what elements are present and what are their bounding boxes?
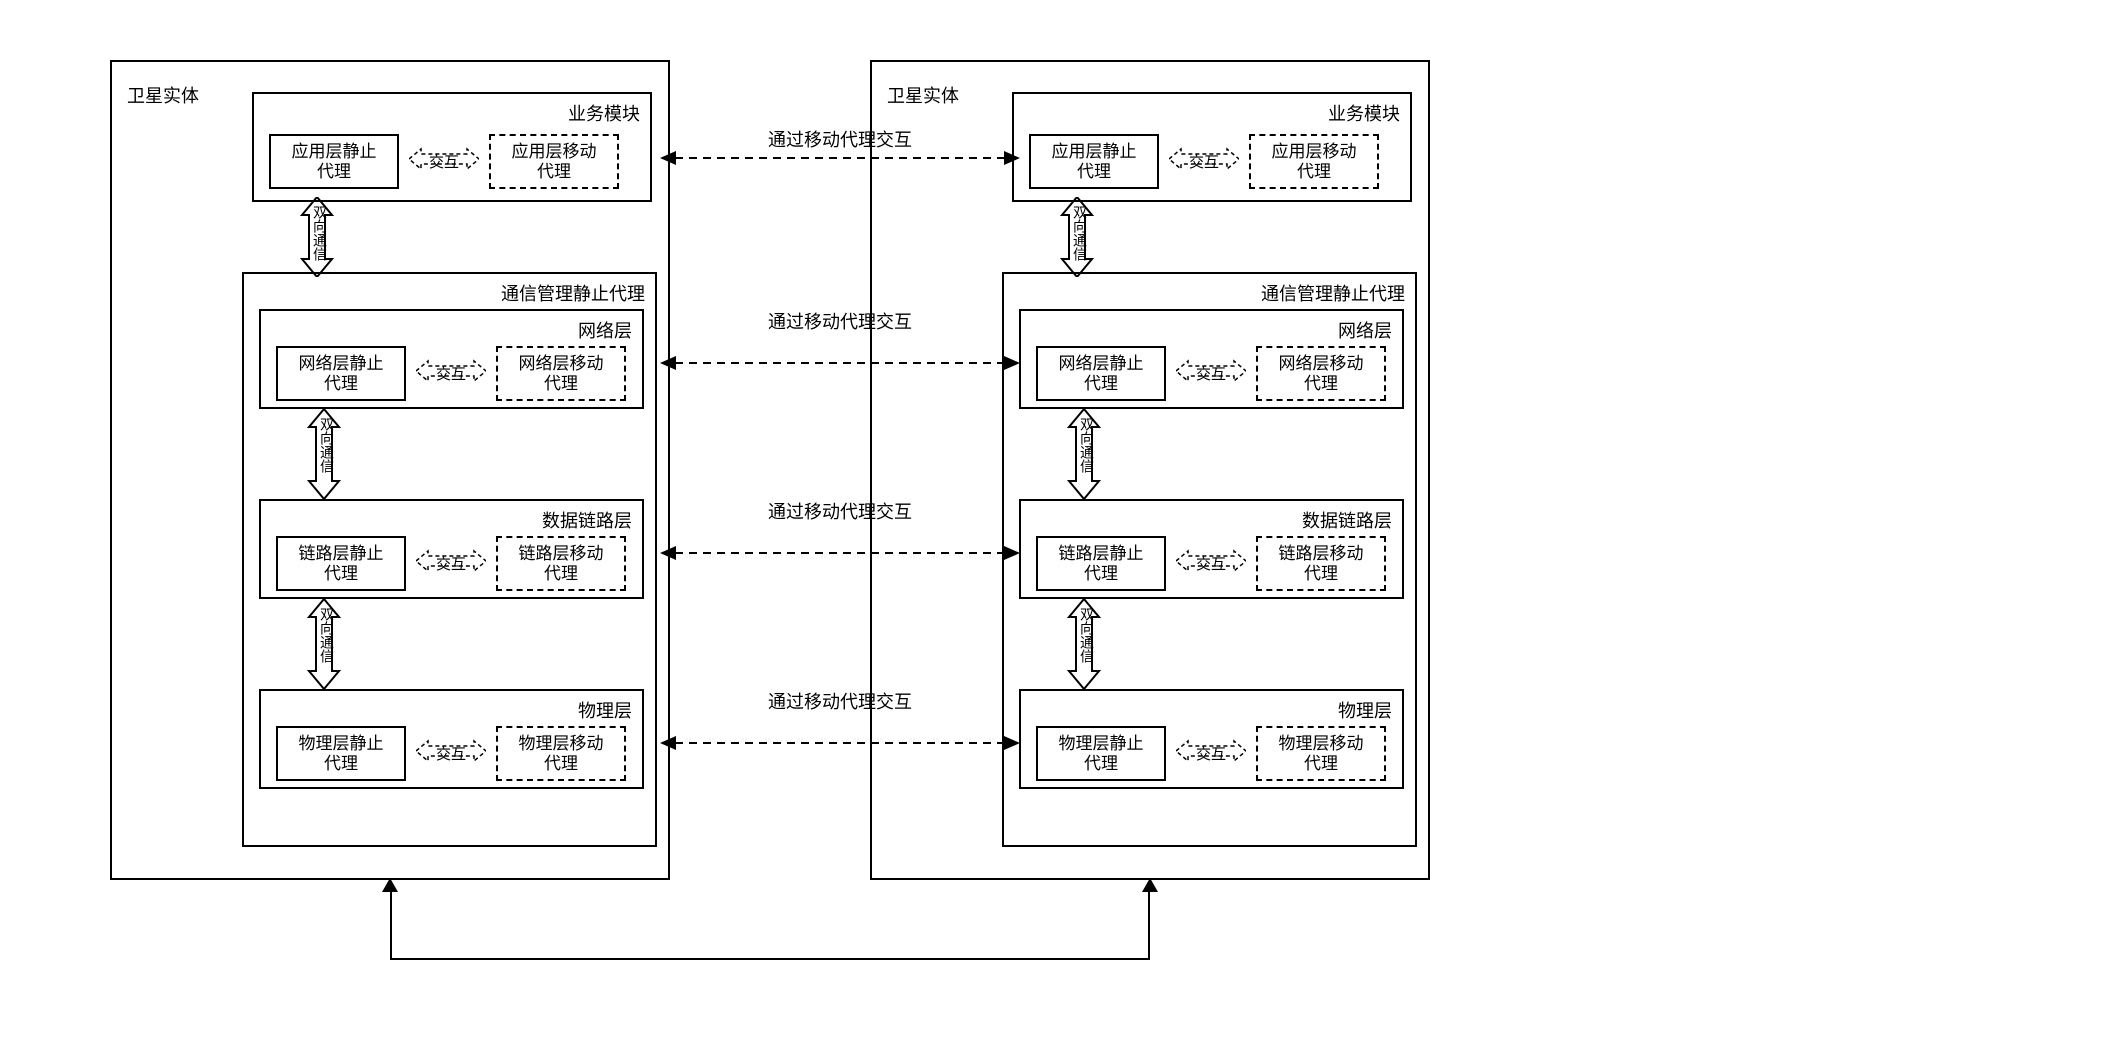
interact-arrow: 交互 [1176, 738, 1246, 768]
phys-mobile-text: 物理层移动代理 [1279, 734, 1364, 773]
app-static-agent: 应用层静止代理 [1029, 134, 1159, 189]
entity-label: 卫星实体 [127, 82, 199, 108]
network-layer-box: 网络层 网络层静止代理 交互 网络层移动代理 [1019, 309, 1404, 409]
vert-arrow-1: 双向通信 [292, 197, 342, 277]
phys-static-text: 物理层静止代理 [1059, 734, 1144, 773]
diagram-root: 卫星实体 业务模块 应用层静止代理 交互 应用层移动代理 双向通信 通信管理静止… [20, 20, 2093, 1023]
link-static-text: 链路层静止代理 [299, 544, 384, 583]
bottom-connection [390, 890, 1150, 960]
physical-layer-box: 物理层 物理层静止代理 交互 物理层移动代理 [259, 689, 644, 789]
comm-mgmt-module: 通信管理静止代理 网络层 网络层静止代理 交互 网络层移动代理 双向通信 数据链… [1002, 272, 1417, 847]
bidir-label: 双向通信 [1068, 205, 1088, 261]
phys-mobile-agent: 物理层移动代理 [1256, 726, 1386, 781]
bidir-label: 双向通信 [308, 205, 328, 261]
interact-label: 交互 [1176, 553, 1246, 574]
datalink-layer-label: 数据链路层 [1302, 507, 1392, 533]
phys-mobile-text: 物理层移动代理 [519, 734, 604, 773]
link-mobile-text: 链路层移动代理 [1279, 544, 1364, 583]
net-mobile-agent: 网络层移动代理 [1256, 346, 1386, 401]
network-layer-label: 网络层 [1338, 317, 1392, 343]
entity-label: 卫星实体 [887, 82, 959, 108]
interact-arrow: 交互 [416, 358, 486, 388]
physical-layer-label: 物理层 [578, 697, 632, 723]
interact-arrow: 交互 [416, 548, 486, 578]
vert-arrow-3: 双向通信 [299, 599, 349, 689]
comm-mgmt-module: 通信管理静止代理 网络层 网络层静止代理 交互 网络层移动代理 双向通信 数据链… [242, 272, 657, 847]
vert-arrow-1: 双向通信 [1052, 197, 1102, 277]
interact-label: 交互 [416, 553, 486, 574]
datalink-layer-box: 数据链路层 链路层静止代理 交互 链路层移动代理 [259, 499, 644, 599]
network-layer-box: 网络层 网络层静止代理 交互 网络层移动代理 [259, 309, 644, 409]
datalink-layer-box: 数据链路层 链路层静止代理 交互 链路层移动代理 [1019, 499, 1404, 599]
cross-arrow-2 [660, 353, 1020, 373]
interact-arrow: 交互 [409, 146, 479, 176]
app-static-text: 应用层静止代理 [1052, 142, 1137, 181]
datalink-layer-label: 数据链路层 [542, 507, 632, 533]
net-static-agent: 网络层静止代理 [1036, 346, 1166, 401]
phys-mobile-agent: 物理层移动代理 [496, 726, 626, 781]
link-static-agent: 链路层静止代理 [276, 536, 406, 591]
business-module-label: 业务模块 [568, 100, 640, 126]
business-module: 业务模块 应用层静止代理 交互 应用层移动代理 [1012, 92, 1412, 202]
interact-label: 交互 [1176, 363, 1246, 384]
net-static-text: 网络层静止代理 [299, 354, 384, 393]
interact-arrow: 交互 [1176, 548, 1246, 578]
bottom-arrowhead-right [1142, 878, 1158, 892]
network-layer-label: 网络层 [578, 317, 632, 343]
comm-mgmt-label: 通信管理静止代理 [1261, 280, 1405, 306]
physical-layer-box: 物理层 物理层静止代理 交互 物理层移动代理 [1019, 689, 1404, 789]
interact-label: 交互 [1176, 743, 1246, 764]
interact-label: 交互 [409, 151, 479, 172]
net-mobile-text: 网络层移动代理 [1279, 354, 1364, 393]
link-mobile-agent: 链路层移动代理 [496, 536, 626, 591]
bidir-label: 双向通信 [315, 417, 335, 473]
app-mobile-text: 应用层移动代理 [1272, 142, 1357, 181]
business-module: 业务模块 应用层静止代理 交互 应用层移动代理 [252, 92, 652, 202]
cross-label-2: 通过移动代理交互 [700, 308, 980, 334]
app-mobile-agent: 应用层移动代理 [1249, 134, 1379, 189]
app-static-text: 应用层静止代理 [292, 142, 377, 181]
net-static-agent: 网络层静止代理 [276, 346, 406, 401]
interact-arrow: 交互 [416, 738, 486, 768]
link-static-text: 链路层静止代理 [1059, 544, 1144, 583]
interact-label: 交互 [416, 743, 486, 764]
bottom-arrowhead-left [382, 878, 398, 892]
interact-label: 交互 [416, 363, 486, 384]
link-mobile-agent: 链路层移动代理 [1256, 536, 1386, 591]
link-static-agent: 链路层静止代理 [1036, 536, 1166, 591]
cross-label-4: 通过移动代理交互 [700, 688, 980, 714]
app-mobile-agent: 应用层移动代理 [489, 134, 619, 189]
vert-arrow-3: 双向通信 [1059, 599, 1109, 689]
bidir-label: 双向通信 [1075, 417, 1095, 473]
net-mobile-text: 网络层移动代理 [519, 354, 604, 393]
physical-layer-label: 物理层 [1338, 697, 1392, 723]
interact-label: 交互 [1169, 151, 1239, 172]
satellite-entity-left: 卫星实体 业务模块 应用层静止代理 交互 应用层移动代理 双向通信 通信管理静止… [110, 60, 670, 880]
satellite-entity-right: 卫星实体 业务模块 应用层静止代理 交互 应用层移动代理 双向通信 通信管理静止… [870, 60, 1430, 880]
bidir-label: 双向通信 [1075, 607, 1095, 663]
cross-arrow-3 [660, 543, 1020, 563]
link-mobile-text: 链路层移动代理 [519, 544, 604, 583]
cross-label-1: 通过移动代理交互 [700, 126, 980, 152]
business-module-label: 业务模块 [1328, 100, 1400, 126]
cross-arrow-4 [660, 733, 1020, 753]
vert-arrow-2: 双向通信 [299, 409, 349, 499]
app-mobile-text: 应用层移动代理 [512, 142, 597, 181]
net-mobile-agent: 网络层移动代理 [496, 346, 626, 401]
interact-arrow: 交互 [1169, 146, 1239, 176]
vert-arrow-2: 双向通信 [1059, 409, 1109, 499]
phys-static-text: 物理层静止代理 [299, 734, 384, 773]
phys-static-agent: 物理层静止代理 [1036, 726, 1166, 781]
bidir-label: 双向通信 [315, 607, 335, 663]
comm-mgmt-label: 通信管理静止代理 [501, 280, 645, 306]
net-static-text: 网络层静止代理 [1059, 354, 1144, 393]
phys-static-agent: 物理层静止代理 [276, 726, 406, 781]
interact-arrow: 交互 [1176, 358, 1246, 388]
cross-label-3: 通过移动代理交互 [700, 498, 980, 524]
app-static-agent: 应用层静止代理 [269, 134, 399, 189]
